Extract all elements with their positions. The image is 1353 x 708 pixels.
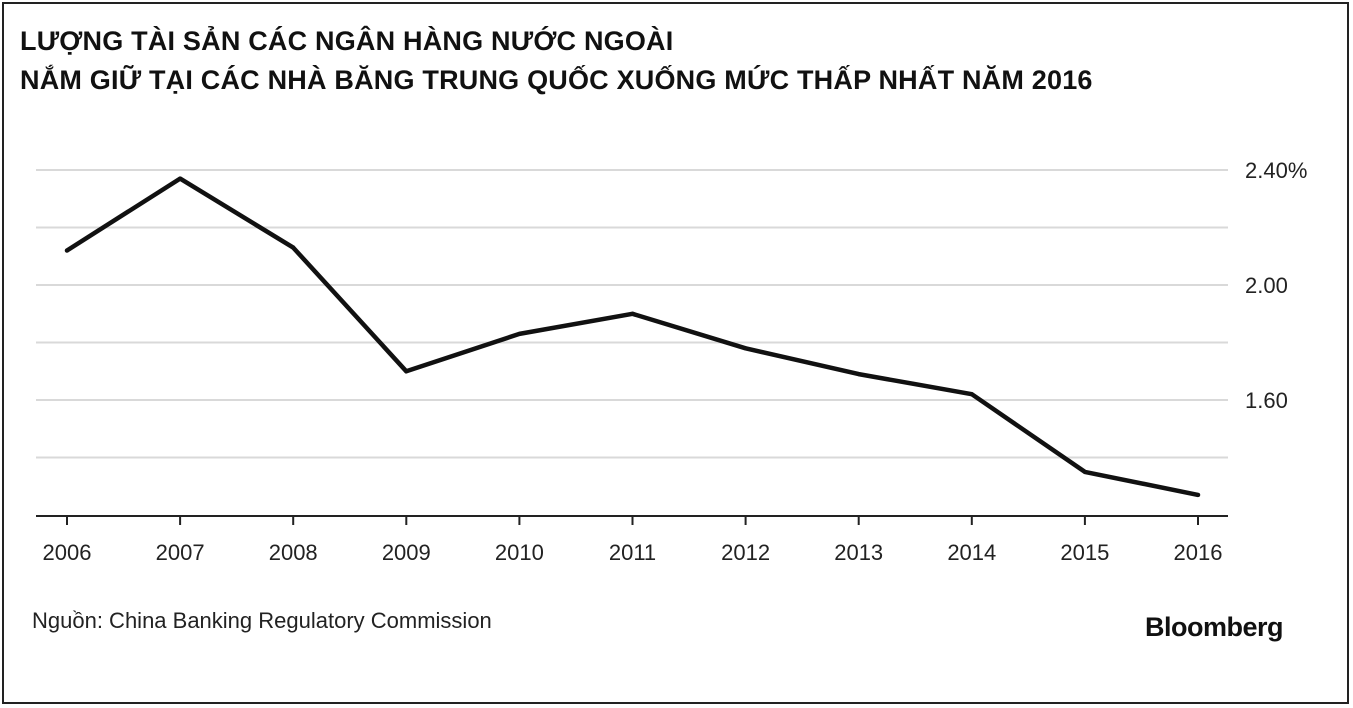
x-tick-label: 2011	[609, 540, 656, 565]
data-point	[65, 248, 69, 253]
data-point	[1082, 469, 1087, 474]
x-tick-label: 2012	[721, 540, 770, 565]
data-point	[517, 331, 522, 336]
bloomberg-logo: Bloomberg	[1145, 612, 1284, 642]
y-tick-label: 2.40%	[1245, 158, 1307, 183]
data-point	[291, 245, 296, 250]
data-point	[630, 311, 635, 316]
data-point	[1196, 492, 1200, 497]
data-point	[404, 369, 409, 374]
y-tick-label: 1.60	[1245, 388, 1288, 413]
series-line	[64, 176, 1201, 498]
source-note: Nguồn: China Banking Regulatory Commissi…	[32, 608, 492, 633]
data-point	[178, 176, 183, 181]
x-tick-label: 2010	[495, 540, 544, 565]
data-point	[856, 372, 861, 377]
chart-title: LƯỢNG TÀI SẢN CÁC NGÂN HÀNG NƯỚC NGOÀI N…	[20, 22, 1093, 100]
x-tick-label: 2009	[382, 540, 431, 565]
y-tick-label: 2.00	[1245, 273, 1288, 298]
x-tick-label: 2008	[269, 540, 318, 565]
chart-title-line-2: NẮM GIỮ TẠI CÁC NHÀ BĂNG TRUNG QUỐC XUỐN…	[20, 65, 1093, 95]
x-tick-label: 2014	[947, 540, 996, 565]
x-tick-label: 2016	[1174, 540, 1223, 565]
data-point	[969, 392, 974, 397]
x-tick-label: 2015	[1060, 540, 1109, 565]
x-tick-label: 2007	[156, 540, 205, 565]
data-point	[743, 346, 748, 351]
x-tick-label: 2013	[834, 540, 883, 565]
chart-title-line-1: LƯỢNG TÀI SẢN CÁC NGÂN HÀNG NƯỚC NGOÀI	[20, 26, 674, 56]
x-tick-label: 2006	[43, 540, 92, 565]
